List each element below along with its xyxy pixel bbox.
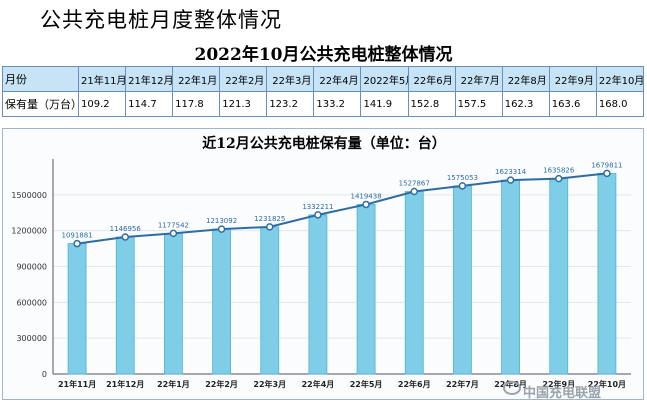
chart-title: 近12月公共充电桩保有量（单位：台） bbox=[202, 136, 446, 152]
table-cell-value: 133.2 bbox=[313, 91, 362, 117]
data-label: 1177542 bbox=[158, 221, 189, 229]
page-title: 公共充电桩月度整体情况 bbox=[40, 8, 282, 32]
line-marker bbox=[362, 200, 370, 209]
table-cell-value: 121.3 bbox=[219, 91, 268, 117]
y-tick-label: 600000 bbox=[16, 298, 47, 307]
y-tick-label: 900000 bbox=[16, 263, 47, 272]
table-cell-month: 22年10月 bbox=[595, 66, 645, 92]
wechat-icon bbox=[503, 381, 521, 395]
table-title: 2022年10月公共充电桩整体情况 bbox=[194, 45, 453, 65]
table-cell-value: 163.6 bbox=[548, 91, 597, 117]
table-cell-month: 22年7月 bbox=[454, 66, 503, 92]
table-cell-month: 22年6月 bbox=[407, 66, 456, 92]
x-tick-label: 22年3月 bbox=[253, 379, 286, 389]
table-cell-month: 21年11月 bbox=[77, 66, 127, 92]
line-marker bbox=[217, 225, 226, 233]
trend-line bbox=[76, 172, 608, 245]
bar bbox=[164, 232, 183, 375]
x-tick-label: 22年5月 bbox=[350, 379, 383, 389]
y-tick-label: 1500000 bbox=[11, 191, 47, 200]
table-cell-month: 22年8月 bbox=[501, 66, 550, 92]
table-cell-value: 168.0 bbox=[595, 91, 645, 117]
bar-line-chart: 0 300000 600000 900000 1200000 1500000 21年11月 2… bbox=[11, 159, 631, 389]
bar bbox=[115, 236, 135, 375]
line-marker bbox=[121, 233, 129, 241]
data-label: 1419438 bbox=[350, 192, 381, 200]
table-cell-month: 2022年5月 bbox=[360, 66, 409, 92]
bar bbox=[549, 178, 569, 375]
table-cell-value: 152.8 bbox=[407, 91, 456, 117]
table-cell-month: 22年9月 bbox=[548, 66, 597, 92]
data-label: 1635826 bbox=[543, 167, 575, 175]
line-marker bbox=[314, 211, 322, 219]
data-label: 1623314 bbox=[495, 168, 527, 176]
x-tick-label: 21年12月 bbox=[106, 379, 144, 389]
table-row-months: 月份 21年11月 21年12月 22年1月 22年2月 22年3月 22年4月 2022年… bbox=[2, 66, 645, 92]
stats-table: 月份 21年11月 21年12月 22年1月 22年2月 22年3月 22年4月 2022年… bbox=[2, 66, 645, 117]
x-tick-label: 22年6月 bbox=[398, 379, 431, 389]
x-tick-label: 22年2月 bbox=[205, 379, 238, 389]
x-tick-label: 22年10月 bbox=[588, 379, 626, 389]
row-header-month: 月份 bbox=[2, 66, 79, 92]
line-marker bbox=[410, 187, 418, 196]
table-cell-month: 22年4月 bbox=[313, 66, 362, 92]
y-tick-label: 300000 bbox=[16, 334, 47, 343]
table-cell-value: 162.3 bbox=[501, 91, 550, 117]
bar bbox=[501, 179, 520, 375]
y-tick-label: 1200000 bbox=[11, 227, 47, 236]
bar bbox=[597, 172, 617, 375]
data-label: 1332211 bbox=[302, 203, 333, 211]
x-tick-label: 22年9月 bbox=[542, 379, 575, 389]
data-label: 1527867 bbox=[399, 180, 430, 188]
table-cell-value: 141.9 bbox=[360, 91, 409, 117]
table-cell-month: 22年3月 bbox=[266, 66, 315, 92]
x-tick-label: 22年1月 bbox=[157, 379, 190, 389]
bar bbox=[404, 191, 424, 375]
table-cell-value: 109.2 bbox=[77, 91, 127, 117]
data-label: 1679811 bbox=[591, 161, 622, 169]
line-marker bbox=[169, 229, 178, 238]
watermark: 中国充电联盟 bbox=[523, 386, 602, 401]
table-cell-value: 157.5 bbox=[454, 91, 503, 117]
table-cell-value: 117.8 bbox=[172, 91, 221, 117]
line-marker bbox=[603, 169, 611, 178]
bar bbox=[67, 243, 87, 375]
data-label: 1575053 bbox=[447, 174, 478, 182]
line-marker bbox=[73, 239, 81, 248]
chart-panel: 近12月公共充电桩保有量（单位：台） 0 300000 600000 900000 12… bbox=[2, 128, 644, 401]
line-marker bbox=[506, 176, 515, 184]
bar bbox=[453, 185, 472, 375]
line-marker bbox=[266, 223, 274, 231]
bar bbox=[356, 204, 376, 375]
table-cell-value: 114.7 bbox=[125, 91, 174, 117]
data-label: 1231825 bbox=[254, 215, 285, 223]
row-header-count: 保有量（万台） bbox=[2, 91, 79, 117]
table-row-values: 保有量（万台） 109.2 114.7 117.8 121.3 123.2 133.2 14… bbox=[2, 91, 645, 117]
x-tick-label: 22年7月 bbox=[446, 379, 479, 389]
table-cell-value: 123.2 bbox=[266, 91, 315, 117]
line-marker bbox=[555, 174, 563, 183]
table-cell-month: 21年12月 bbox=[125, 66, 174, 92]
data-label: 1091881 bbox=[61, 232, 92, 240]
data-label: 1146956 bbox=[110, 225, 142, 233]
bar bbox=[308, 214, 328, 375]
bar bbox=[260, 226, 280, 375]
data-label: 1213092 bbox=[206, 217, 237, 225]
bar bbox=[212, 228, 231, 375]
table-cell-month: 22年2月 bbox=[219, 66, 268, 92]
x-tick-label: 22年4月 bbox=[302, 379, 335, 389]
x-tick-label: 21年11月 bbox=[58, 379, 96, 389]
y-tick-label: 0 bbox=[42, 370, 47, 379]
table-cell-month: 22年1月 bbox=[172, 66, 221, 92]
line-marker bbox=[458, 182, 467, 190]
